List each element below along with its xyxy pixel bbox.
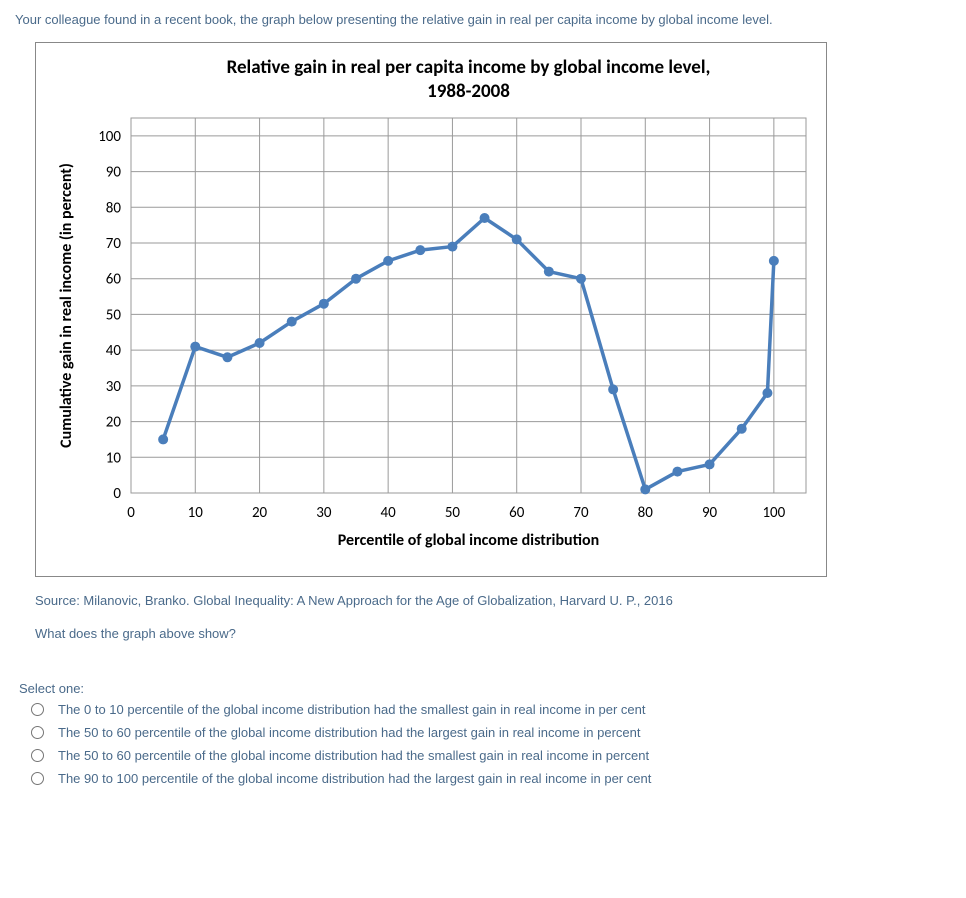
svg-text:Relative gain in real per capi: Relative gain in real per capita income … bbox=[227, 56, 711, 79]
answer-option[interactable]: The 90 to 100 percentile of the global i… bbox=[31, 771, 951, 786]
answer-options: The 0 to 10 percentile of the global inc… bbox=[31, 702, 951, 786]
svg-text:70: 70 bbox=[573, 504, 589, 522]
svg-text:40: 40 bbox=[381, 504, 397, 522]
svg-text:100: 100 bbox=[762, 504, 785, 522]
svg-text:0: 0 bbox=[127, 504, 135, 522]
svg-text:70: 70 bbox=[106, 235, 122, 253]
income-gain-line-chart: Relative gain in real per capita income … bbox=[36, 43, 826, 573]
svg-text:30: 30 bbox=[106, 377, 122, 395]
answer-radio[interactable] bbox=[31, 726, 44, 739]
svg-text:60: 60 bbox=[509, 504, 525, 522]
answer-radio[interactable] bbox=[31, 772, 44, 785]
svg-text:20: 20 bbox=[252, 504, 268, 522]
svg-text:0: 0 bbox=[113, 485, 121, 503]
question-text: What does the graph above show? bbox=[35, 626, 951, 641]
answer-option[interactable]: The 50 to 60 percentile of the global in… bbox=[31, 748, 951, 763]
svg-text:90: 90 bbox=[106, 163, 122, 181]
svg-text:10: 10 bbox=[188, 504, 204, 522]
answer-option-label: The 50 to 60 percentile of the global in… bbox=[58, 725, 640, 740]
svg-text:40: 40 bbox=[106, 342, 122, 360]
svg-text:20: 20 bbox=[106, 413, 122, 431]
svg-text:50: 50 bbox=[106, 306, 122, 324]
svg-text:50: 50 bbox=[445, 504, 461, 522]
answer-option-label: The 50 to 60 percentile of the global in… bbox=[58, 748, 649, 763]
answer-option-label: The 90 to 100 percentile of the global i… bbox=[58, 771, 651, 786]
svg-text:1988-2008: 1988-2008 bbox=[427, 80, 510, 103]
chart-container: Relative gain in real per capita income … bbox=[35, 42, 827, 577]
svg-text:Cumulative gain in real income: Cumulative gain in real income (in perce… bbox=[57, 163, 76, 448]
answer-option[interactable]: The 0 to 10 percentile of the global inc… bbox=[31, 702, 951, 717]
svg-text:10: 10 bbox=[106, 449, 122, 467]
answer-option-label: The 0 to 10 percentile of the global inc… bbox=[58, 702, 646, 717]
intro-text: Your colleague found in a recent book, t… bbox=[15, 10, 951, 30]
select-one-label: Select one: bbox=[19, 681, 951, 696]
svg-text:30: 30 bbox=[316, 504, 332, 522]
answer-option[interactable]: The 50 to 60 percentile of the global in… bbox=[31, 725, 951, 740]
svg-text:Percentile of global income di: Percentile of global income distribution bbox=[338, 531, 599, 550]
svg-text:80: 80 bbox=[106, 199, 122, 217]
svg-text:100: 100 bbox=[98, 127, 121, 145]
answer-radio[interactable] bbox=[31, 703, 44, 716]
source-text: Source: Milanovic, Branko. Global Inequa… bbox=[35, 593, 951, 608]
svg-text:90: 90 bbox=[702, 504, 718, 522]
svg-text:80: 80 bbox=[638, 504, 654, 522]
answer-radio[interactable] bbox=[31, 749, 44, 762]
svg-text:60: 60 bbox=[106, 270, 122, 288]
